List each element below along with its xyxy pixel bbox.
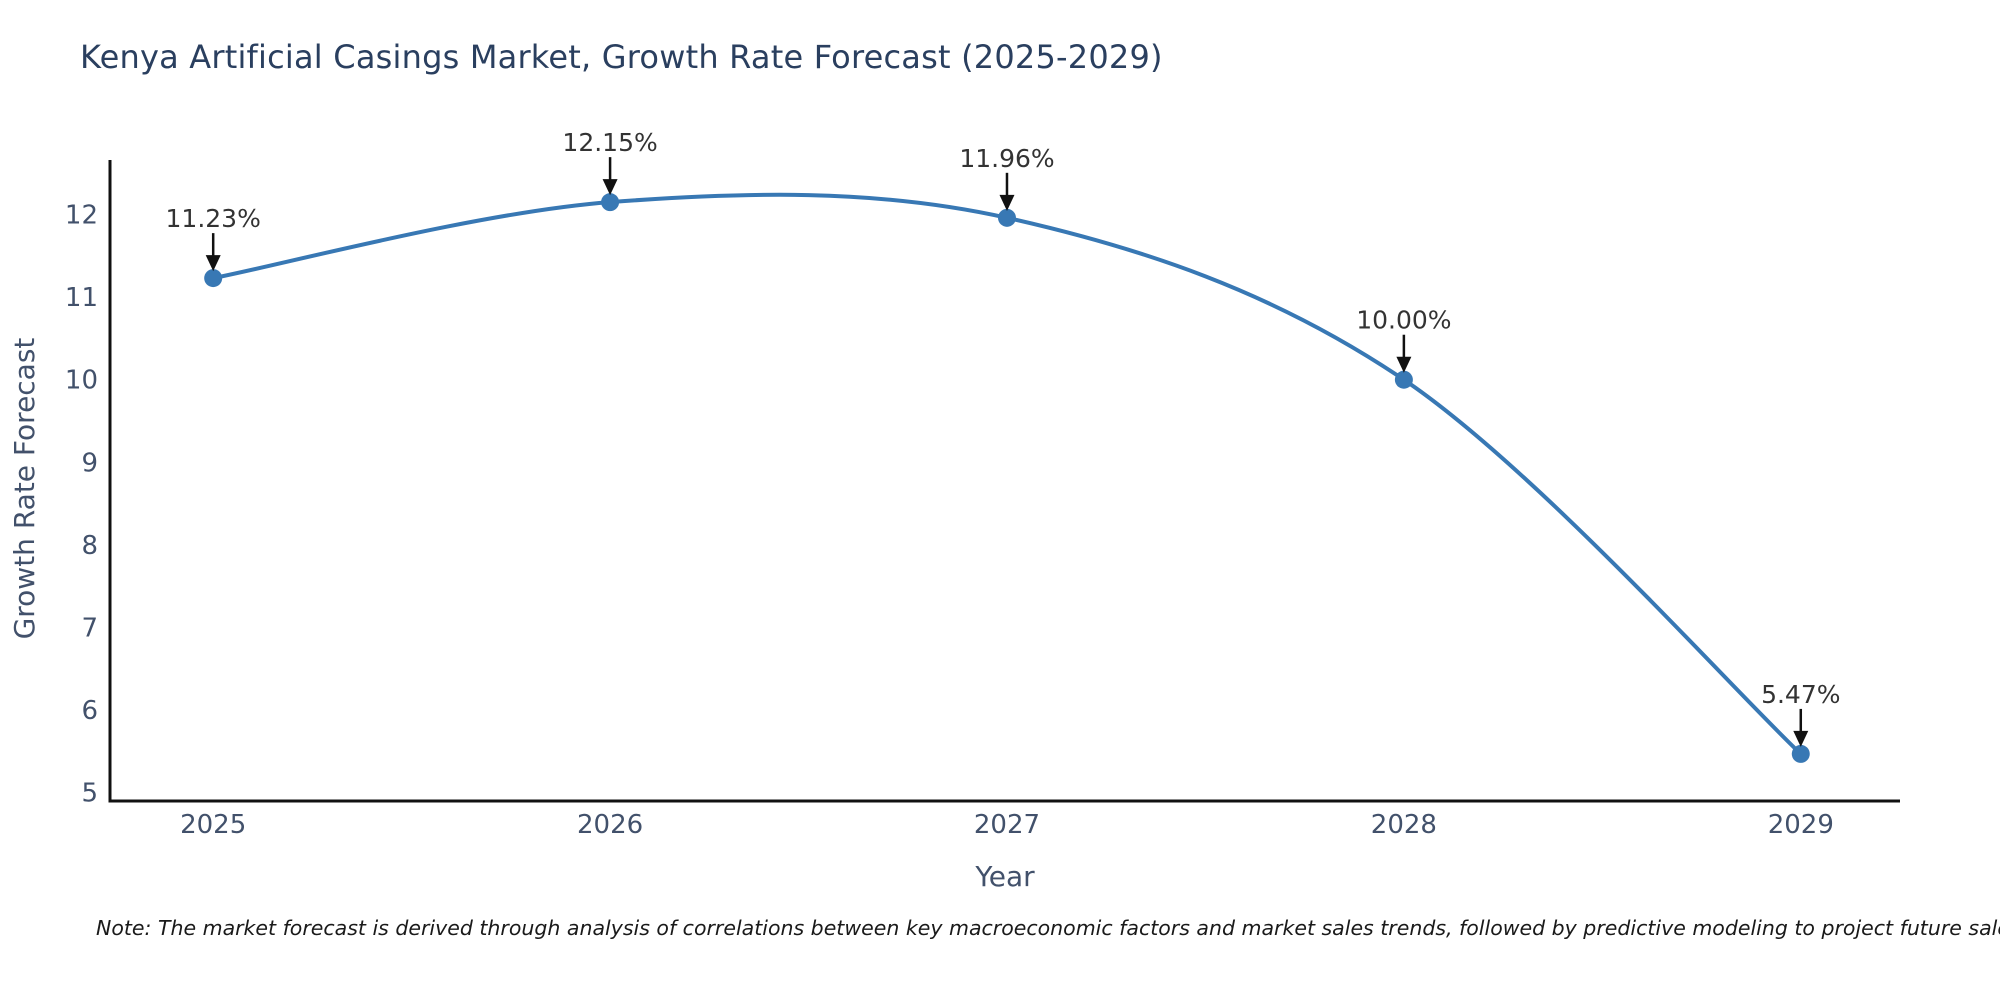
data-point: [204, 269, 223, 288]
data-point: [1791, 744, 1810, 763]
annotation-label: 12.15%: [562, 128, 657, 157]
chart-title: Kenya Artificial Casings Market, Growth …: [80, 38, 1163, 76]
annotation-arrowhead: [1396, 356, 1412, 373]
y-tick-label: 11: [65, 283, 98, 313]
data-point: [997, 208, 1016, 227]
footnote-text: Note: The market forecast is derived thr…: [96, 916, 2000, 940]
x-tick-label: 2025: [180, 810, 246, 840]
x-axis-title: Year: [974, 860, 1035, 893]
annotation-arrowhead: [602, 179, 618, 196]
annotation-label: 11.96%: [959, 144, 1054, 173]
annotation-label: 11.23%: [166, 204, 261, 233]
x-tick-label: 2029: [1768, 810, 1834, 840]
annotation-label: 5.47%: [1761, 680, 1840, 709]
x-tick-label: 2027: [974, 810, 1040, 840]
y-tick-label: 7: [81, 614, 98, 644]
annotation-arrowhead: [999, 194, 1015, 211]
annotation-arrowhead: [205, 255, 221, 272]
data-point: [601, 193, 620, 212]
y-tick-label: 9: [81, 448, 98, 478]
data-point: [1394, 370, 1413, 389]
x-tick-label: 2026: [577, 810, 643, 840]
trend-line: [211, 192, 1803, 756]
y-tick-label: 10: [65, 366, 98, 396]
annotation-arrowhead: [1793, 730, 1809, 747]
x-tick-label: 2028: [1371, 810, 1437, 840]
y-axis-title: Growth Rate Forecast: [8, 338, 41, 640]
y-tick-label: 8: [81, 531, 98, 561]
y-tick-label: 6: [81, 696, 98, 726]
annotation-label: 10.00%: [1356, 306, 1451, 335]
y-tick-label: 5: [81, 779, 98, 809]
y-tick-label: 12: [65, 201, 98, 231]
